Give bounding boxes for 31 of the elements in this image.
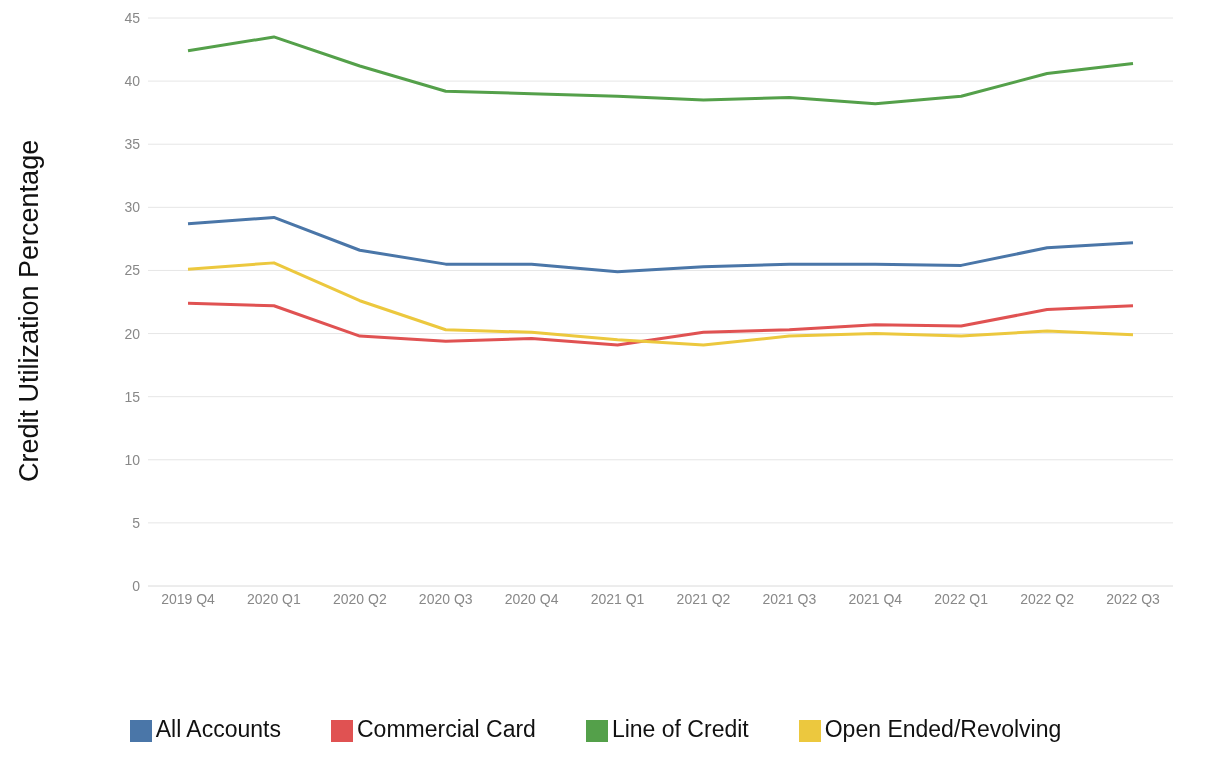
line-series bbox=[186, 261, 1135, 347]
line-series bbox=[186, 215, 1135, 274]
legend-label: Commercial Card bbox=[356, 716, 536, 742]
y-tick-label: 5 bbox=[132, 514, 141, 531]
y-tick-label: 15 bbox=[124, 388, 141, 405]
legend-label: All Accounts bbox=[155, 716, 281, 742]
y-tick-label: 40 bbox=[124, 73, 141, 90]
x-tick-label: 2020 Q2 bbox=[332, 590, 387, 607]
x-tick-label: 2021 Q4 bbox=[848, 590, 903, 607]
x-tick-label: 2022 Q2 bbox=[1020, 590, 1075, 607]
line-series bbox=[186, 35, 1135, 106]
x-tick-label: 2022 Q3 bbox=[1106, 590, 1161, 607]
x-tick-label: 2019 Q4 bbox=[161, 590, 216, 607]
x-tick-label: 2020 Q3 bbox=[418, 590, 473, 607]
x-tick-label: 2020 Q4 bbox=[504, 590, 559, 607]
y-axis-title: Credit Utilization Percentage bbox=[13, 139, 44, 482]
x-tick-label: 2021 Q1 bbox=[590, 590, 645, 607]
legend-label: Open Ended/Revolving bbox=[824, 716, 1062, 742]
y-tick-label: 20 bbox=[124, 325, 141, 342]
x-tick-label: 2021 Q3 bbox=[762, 590, 817, 607]
x-tick-label: 2022 Q1 bbox=[934, 590, 989, 607]
y-tick-label: 35 bbox=[124, 136, 141, 153]
x-tick-label: 2020 Q1 bbox=[247, 590, 301, 607]
y-tick-label: 0 bbox=[132, 577, 141, 594]
y-tick-label: 45 bbox=[124, 9, 141, 26]
x-tick-label: 2021 Q2 bbox=[676, 590, 731, 607]
line-series bbox=[186, 301, 1135, 347]
y-tick-label: 30 bbox=[124, 199, 141, 216]
y-tick-label: 10 bbox=[124, 451, 141, 468]
legend-label: Line of Credit bbox=[611, 716, 749, 742]
y-tick-label: 25 bbox=[124, 262, 141, 279]
